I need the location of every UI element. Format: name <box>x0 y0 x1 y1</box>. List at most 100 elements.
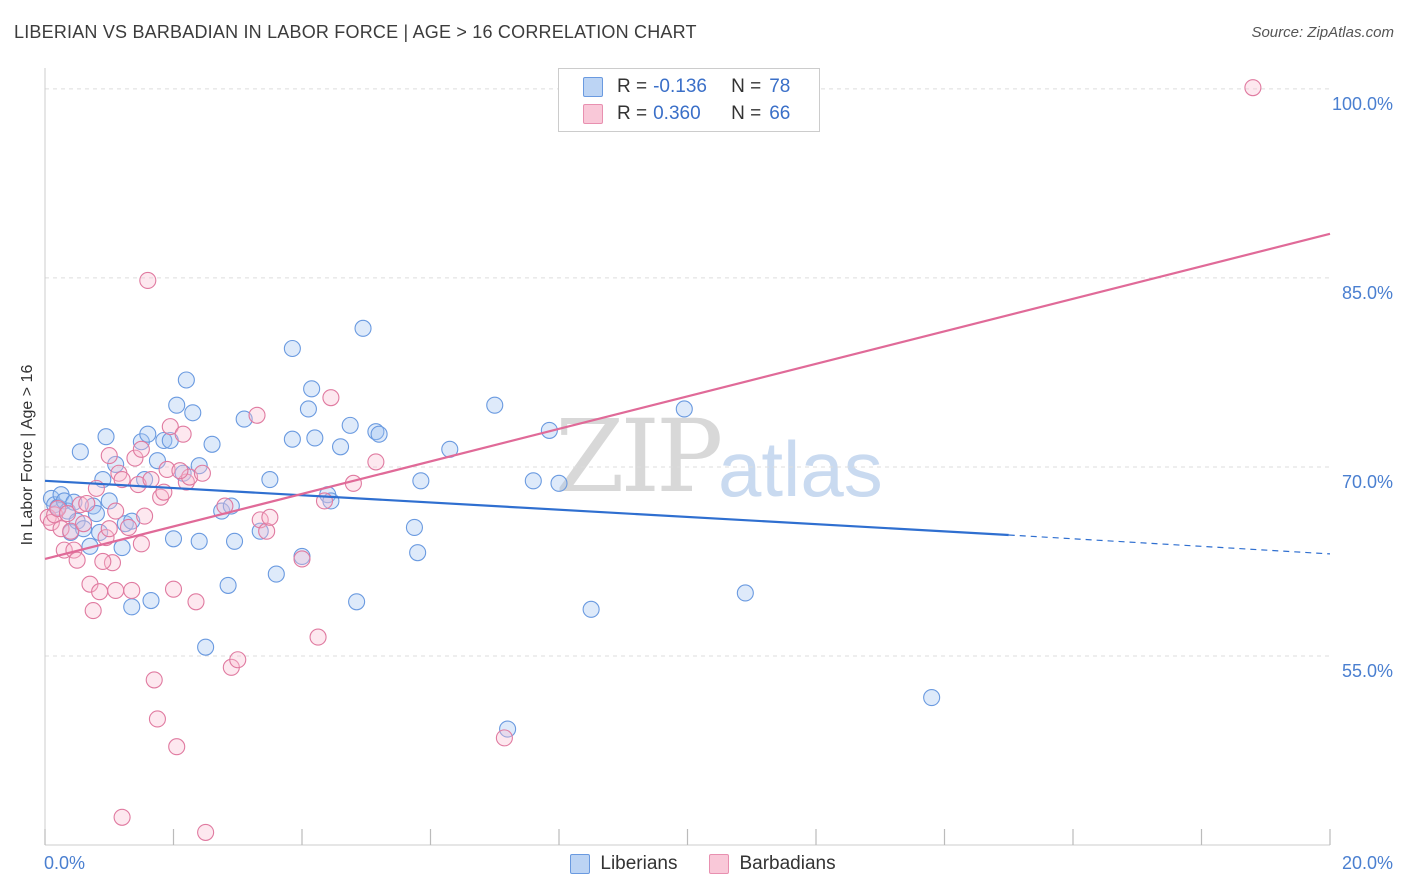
barbadian-point <box>107 581 125 599</box>
liberian-trend-line <box>44 479 1009 537</box>
y-tick-label: 55.0% <box>1342 661 1393 681</box>
legend-n-label: N = <box>731 103 762 124</box>
barbadian-point <box>58 505 77 523</box>
barbadian-point <box>100 447 118 465</box>
barbadian-point <box>495 729 513 747</box>
barbadian-point <box>84 602 102 620</box>
barbadian-point <box>71 496 89 514</box>
watermark-atlas: atlas <box>718 425 883 513</box>
liberian-point <box>203 435 221 453</box>
barbadian-point <box>181 468 199 486</box>
barbadian-point <box>75 515 93 533</box>
liberian-point <box>736 584 754 602</box>
liberian-point <box>219 576 237 594</box>
liberian-point <box>675 400 693 418</box>
barbadian-point <box>197 823 215 841</box>
barbadian-point <box>107 502 125 520</box>
liberian-point <box>190 532 208 550</box>
legend-label-liberians: Liberians <box>600 853 678 874</box>
barbadian-point <box>258 522 276 540</box>
liberian-point <box>582 600 600 618</box>
barbadian-point <box>142 471 160 489</box>
liberian-point <box>168 396 186 414</box>
correlation-legend: R = -0.136 N = 78 R = 0.360 N = 66 <box>558 68 820 132</box>
liberian-point <box>299 400 317 418</box>
legend-row-barbadians: R = 0.360 N = 66 <box>583 102 790 126</box>
barbadian-point <box>158 460 176 479</box>
liberian-point <box>75 520 93 538</box>
barbadian-point <box>293 550 311 568</box>
liberian-point <box>486 396 504 414</box>
liberian-point <box>367 423 385 441</box>
legend-item-liberians[interactable]: Liberians <box>570 853 677 875</box>
liberian-point <box>225 532 244 550</box>
x-tick-max: 20.0% <box>1341 853 1393 873</box>
legend-row-liberians: R = -0.136 N = 78 <box>583 75 790 99</box>
barbadians-swatch <box>583 104 603 124</box>
liberian-point <box>499 720 517 738</box>
liberian-point <box>177 371 195 389</box>
x-tick-min: 0.0% <box>44 853 86 873</box>
liberians-swatch <box>583 77 603 97</box>
legend-item-barbadians[interactable]: Barbadians <box>709 853 836 875</box>
barbadian-point <box>248 406 266 424</box>
barbadian-point <box>126 449 144 467</box>
y-tick-label: 70.0% <box>1342 472 1393 492</box>
liberian-point <box>923 689 941 707</box>
legend-r-label: R = <box>617 76 648 97</box>
barbadian-point <box>68 551 86 569</box>
y-tick-label: 85.0% <box>1342 283 1393 303</box>
barbadian-point <box>161 418 179 436</box>
liberian-point <box>412 472 430 490</box>
liberian-point <box>409 544 427 562</box>
barbadian-point <box>132 535 150 553</box>
liberian-point <box>123 598 141 616</box>
barbadian-point <box>132 440 150 458</box>
liberian-point <box>550 474 568 492</box>
legend-r-value: -0.136 <box>653 76 707 97</box>
barbadian-point <box>145 671 163 689</box>
liberian-point <box>148 452 166 470</box>
barbadian-point <box>261 508 279 526</box>
barbadian-point <box>52 520 70 538</box>
liberian-point <box>267 565 285 583</box>
barbadian-point <box>367 453 385 471</box>
barbadian-point <box>49 499 67 518</box>
barbadian-point <box>78 494 96 513</box>
liberian-point <box>370 425 388 443</box>
barbadian-point <box>174 425 192 443</box>
barbadian-point <box>62 522 80 540</box>
barbadian-point <box>113 471 131 489</box>
liberian-point <box>348 593 366 611</box>
series-legend: Liberians Barbadians <box>0 851 1406 877</box>
barbadian-point <box>91 583 109 601</box>
liberian-point <box>283 339 301 358</box>
liberian-point <box>197 638 215 656</box>
barbadian-trend-line <box>44 232 1331 561</box>
barbadian-point <box>113 808 131 826</box>
barbadian-point <box>148 710 166 728</box>
legend-n-label: N = <box>731 76 762 97</box>
barbadian-point <box>1244 79 1262 97</box>
barbadian-point <box>193 464 211 482</box>
liberians-swatch <box>570 854 591 874</box>
barbadian-point <box>123 581 141 599</box>
barbadian-point <box>100 520 118 538</box>
legend-n-value: 66 <box>769 103 791 124</box>
legend-n-value: 78 <box>769 76 791 97</box>
barbadian-point <box>309 628 327 646</box>
liberian-point <box>155 431 173 450</box>
liberian-point <box>261 471 279 489</box>
liberian-point <box>71 443 89 461</box>
barbadian-point <box>139 271 157 289</box>
barbadian-point <box>229 651 247 669</box>
barbadian-point <box>94 552 112 571</box>
liberian-trend-extension <box>1008 534 1331 555</box>
watermark-zip: ZIP <box>555 398 723 515</box>
liberian-point <box>524 472 542 490</box>
liberian-point <box>405 518 423 536</box>
chart-title: LIBERIAN VS BARBADIAN IN LABOR FORCE | A… <box>14 22 697 42</box>
barbadians-swatch <box>709 854 730 874</box>
liberian-point <box>184 404 202 422</box>
